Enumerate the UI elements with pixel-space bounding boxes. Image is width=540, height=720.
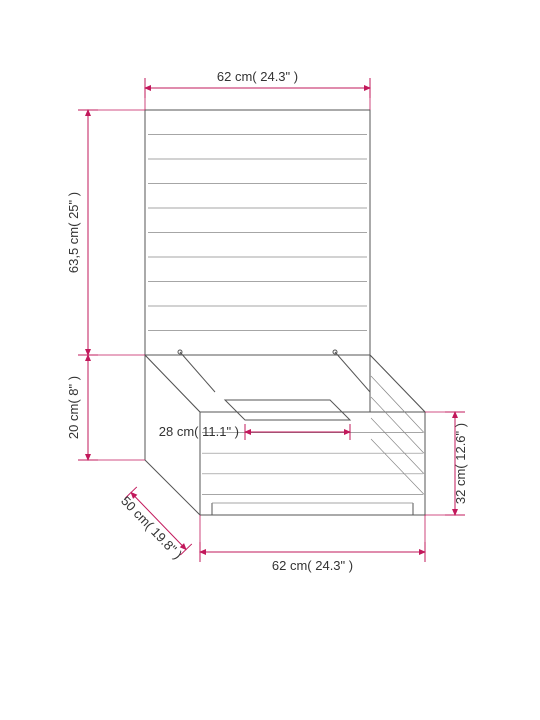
svg-text:50 cm( 19.8" ): 50 cm( 19.8" ) [118,493,185,562]
svg-text:62 cm( 24.3" ): 62 cm( 24.3" ) [217,69,298,84]
dimension-diagram: 62 cm( 24.3" ) 63,5 cm( 25" ) 20 cm( 8" ) 2… [0,0,540,720]
furniture-drawing [145,110,425,515]
svg-text:28 cm( 11.1" ): 28 cm( 11.1" ) [159,424,239,439]
svg-text:62 cm( 24.3" ): 62 cm( 24.3" ) [272,558,353,573]
svg-text:32 cm( 12.6" ): 32 cm( 12.6" ) [453,423,468,504]
svg-text:20 cm( 8" ): 20 cm( 8" ) [66,376,81,439]
svg-text:63,5 cm( 25" ): 63,5 cm( 25" ) [66,192,81,273]
